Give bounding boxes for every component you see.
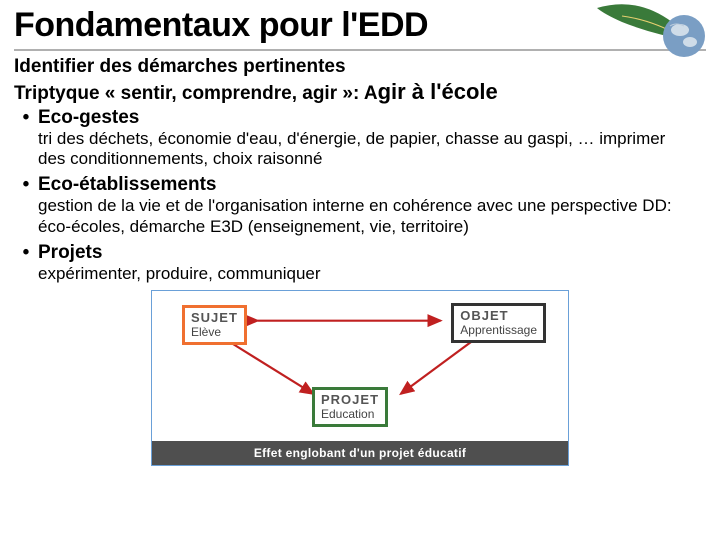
bullet-label: Eco-établissements (38, 174, 216, 196)
sujet-sub: Elève (191, 326, 238, 339)
bullet-marker: • (14, 174, 38, 196)
triptych-suffix: gir à l'école (378, 79, 498, 104)
diagram-caption: Effet englobant d'un projet éducatif (152, 441, 568, 465)
bullet-desc: gestion de la vie et de l'organisation i… (0, 196, 720, 241)
bullet-marker: • (14, 242, 38, 264)
objet-sub: Apprentissage (460, 324, 537, 337)
sujet-title: SUJET (191, 311, 238, 325)
bullet-marker: • (14, 107, 38, 129)
triptych-line: Triptyque « sentir, comprendre, agir »: … (0, 79, 720, 107)
bullet-desc: tri des déchets, économie d'eau, d'énerg… (0, 129, 720, 174)
bullet-desc: expérimenter, produire, communiquer (0, 264, 720, 289)
objet-title: OBJET (460, 309, 537, 323)
diagram-box-objet: OBJET Apprentissage (451, 303, 546, 342)
projet-sub: Education (321, 408, 379, 421)
triptych-diagram: SUJET Elève OBJET Apprentissage PROJET E… (151, 290, 569, 466)
diagram-box-projet: PROJET Education (312, 387, 388, 426)
logo-leaf-globe (592, 0, 712, 60)
bullet-label: Projets (38, 242, 102, 264)
bullet-row: • Projets (0, 242, 720, 264)
diagram-container: SUJET Elève OBJET Apprentissage PROJET E… (0, 290, 720, 466)
diagram-box-sujet: SUJET Elève (182, 305, 247, 344)
projet-title: PROJET (321, 393, 379, 407)
bullet-row: • Eco-établissements (0, 174, 720, 196)
triptych-prefix: Triptyque « sentir, comprendre, agir »: … (14, 83, 378, 104)
bullet-row: • Eco-gestes (0, 107, 720, 129)
bullet-label: Eco-gestes (38, 107, 139, 129)
